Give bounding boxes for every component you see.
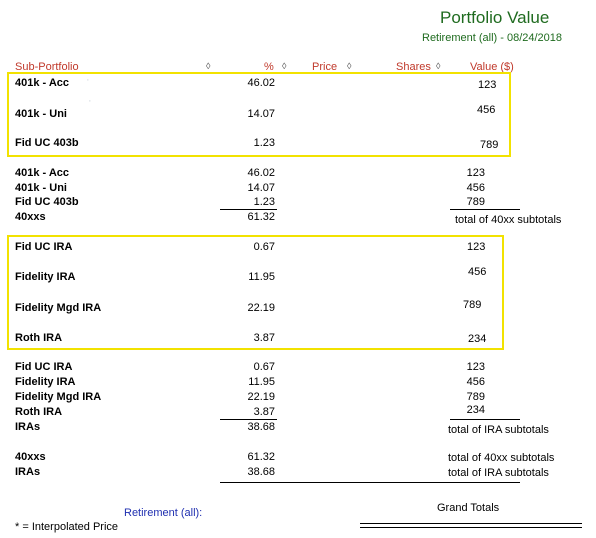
sort-diamond-icon[interactable]: ◊ bbox=[206, 61, 211, 71]
subtotal-rule bbox=[450, 419, 520, 420]
row-name: Fidelity IRA bbox=[15, 271, 76, 283]
footer-note: * = Interpolated Price bbox=[15, 521, 119, 533]
col-header-value[interactable]: Value ($) bbox=[470, 61, 514, 73]
row-name: 401k - Uni bbox=[15, 182, 67, 194]
row-name: Fid UC 403b bbox=[15, 137, 79, 149]
total-note: total of 40xx subtotals bbox=[448, 452, 555, 464]
row-pct: 3.87 bbox=[253, 406, 275, 418]
row-value: 456 bbox=[466, 182, 485, 194]
subtotal-pct: 61.32 bbox=[247, 211, 275, 223]
subtotal-rule bbox=[220, 419, 277, 420]
row-name: Roth IRA bbox=[15, 406, 63, 418]
row-name: Fid UC IRA bbox=[15, 241, 73, 253]
row-value: 789 bbox=[466, 391, 485, 403]
highlight-box-ira bbox=[7, 235, 504, 350]
subtotal-name: IRAs bbox=[15, 421, 41, 433]
sort-diamond-icon[interactable]: ◊ bbox=[436, 61, 441, 71]
total-pct: 61.32 bbox=[247, 451, 275, 463]
row-value: 123 bbox=[467, 241, 486, 253]
row-value: 789 bbox=[463, 299, 482, 311]
redacted-mark: · bbox=[86, 74, 90, 86]
row-name: Fidelity Mgd IRA bbox=[15, 391, 102, 403]
subtotal-note: total of 40xx subtotals bbox=[455, 214, 562, 226]
grand-total-rule bbox=[360, 527, 582, 528]
row-pct: 1.23 bbox=[253, 196, 275, 208]
row-value: 123 bbox=[466, 361, 485, 373]
row-value: 123 bbox=[478, 79, 497, 91]
row-pct: 3.87 bbox=[253, 332, 275, 344]
page-subtitle: Retirement (all) - 08/24/2018 bbox=[422, 32, 563, 44]
totals-rule bbox=[220, 482, 520, 483]
row-value: 789 bbox=[480, 139, 499, 151]
col-header-price[interactable]: Price bbox=[312, 61, 338, 73]
row-value: 234 bbox=[466, 404, 485, 416]
subtotal-rule bbox=[220, 209, 277, 210]
row-pct: 1.23 bbox=[253, 137, 275, 149]
col-header-shares[interactable]: Shares bbox=[396, 61, 431, 73]
row-value: 123 bbox=[466, 167, 485, 179]
row-name: 401k - Acc bbox=[15, 167, 70, 179]
row-pct: 46.02 bbox=[247, 77, 275, 89]
row-pct: 14.07 bbox=[247, 182, 275, 194]
highlight-box-40xx bbox=[7, 72, 511, 157]
row-pct: 14.07 bbox=[247, 108, 275, 120]
row-pct: 46.02 bbox=[247, 167, 275, 179]
row-value: 456 bbox=[477, 104, 496, 116]
subtotal-note: total of IRA subtotals bbox=[448, 424, 549, 436]
total-name: IRAs bbox=[15, 466, 41, 478]
subtotal-rule bbox=[450, 209, 520, 210]
row-name: 401k - Acc bbox=[15, 77, 70, 89]
row-pct: 22.19 bbox=[247, 391, 275, 403]
row-name: Fid UC IRA bbox=[15, 361, 73, 373]
row-name: Fid UC 403b bbox=[15, 196, 79, 208]
col-header-sub-portfolio[interactable]: Sub-Portfolio bbox=[15, 61, 79, 73]
row-value: 456 bbox=[468, 266, 487, 278]
grand-total-rule bbox=[360, 523, 582, 524]
row-pct: 0.67 bbox=[253, 361, 275, 373]
row-pct: 22.19 bbox=[247, 302, 275, 314]
total-name: 40xxs bbox=[15, 451, 46, 463]
redacted-mark: · bbox=[88, 95, 92, 107]
footer-label: Retirement (all): bbox=[124, 507, 203, 519]
subtotal-name: 40xxs bbox=[15, 211, 46, 223]
row-pct: 0.67 bbox=[253, 241, 275, 253]
total-pct: 38.68 bbox=[247, 466, 275, 478]
grand-totals-label: Grand Totals bbox=[437, 502, 500, 514]
row-name: Fidelity IRA bbox=[15, 376, 76, 388]
row-name: Fidelity Mgd IRA bbox=[15, 302, 102, 314]
row-name: 401k - Uni bbox=[15, 108, 67, 120]
subtotal-pct: 38.68 bbox=[247, 421, 275, 433]
row-value: 234 bbox=[468, 333, 487, 345]
total-note: total of IRA subtotals bbox=[448, 467, 549, 479]
row-name: Roth IRA bbox=[15, 332, 63, 344]
sort-diamond-icon[interactable]: ◊ bbox=[282, 61, 287, 71]
row-value: 456 bbox=[466, 376, 485, 388]
row-pct: 11.95 bbox=[248, 376, 275, 388]
col-header-percent[interactable]: % bbox=[264, 61, 274, 73]
sort-diamond-icon[interactable]: ◊ bbox=[347, 61, 352, 71]
row-pct: 11.95 bbox=[248, 271, 275, 283]
row-value: 789 bbox=[466, 196, 485, 208]
page-title: Portfolio Value bbox=[440, 8, 550, 27]
